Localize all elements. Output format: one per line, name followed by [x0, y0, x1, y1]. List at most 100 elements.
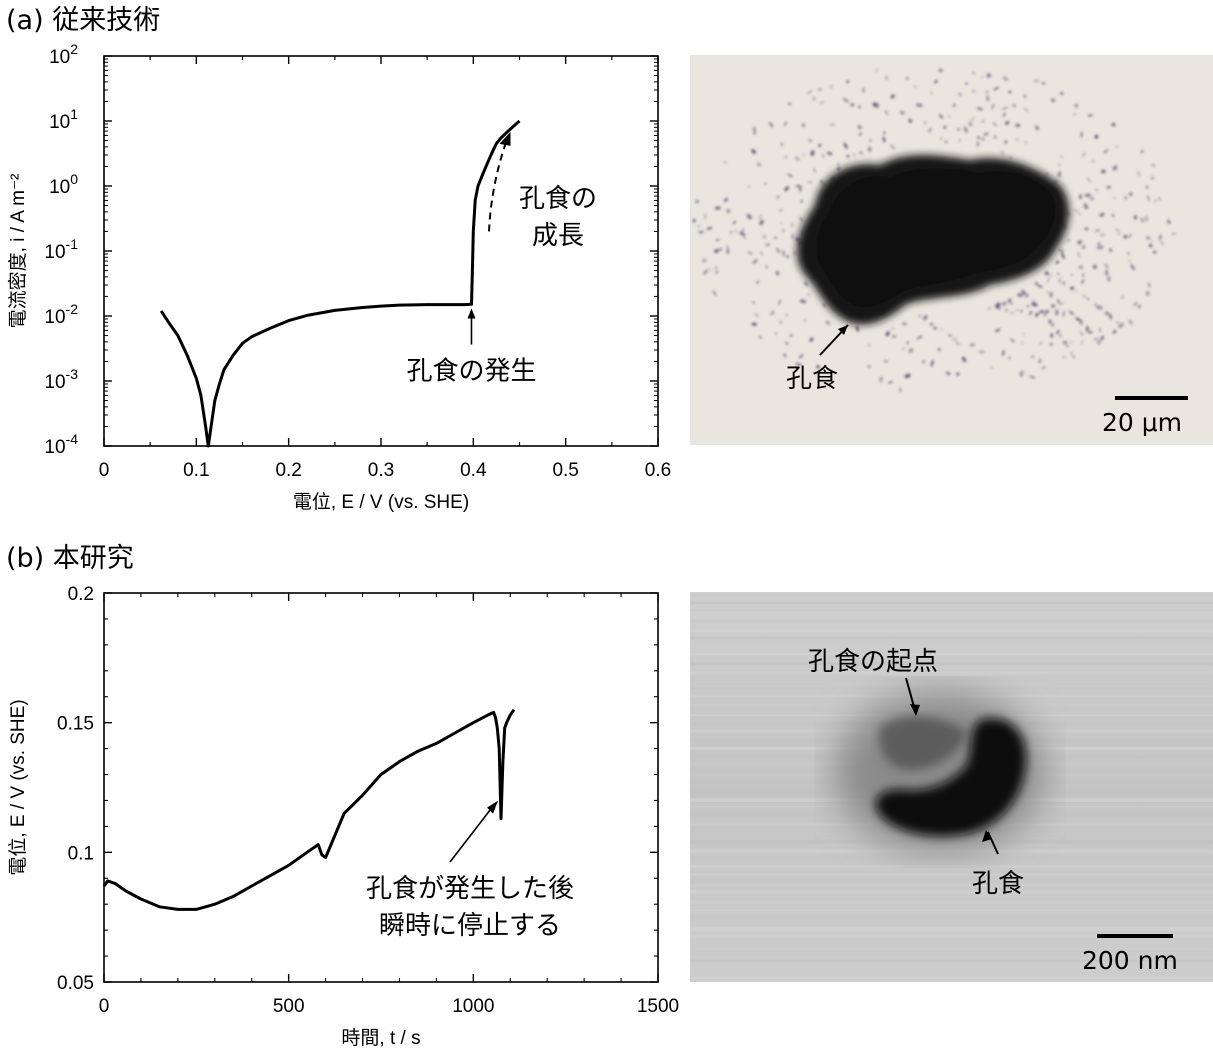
corrosion-spot: [802, 154, 805, 157]
corrosion-spot: [1061, 252, 1065, 260]
corrosion-spot: [782, 250, 785, 257]
corrosion-spot: [868, 344, 871, 347]
corrosion-spot: [901, 322, 908, 326]
corrosion-spot: [1012, 103, 1017, 108]
corrosion-spot: [704, 213, 707, 221]
corrosion-spot: [933, 326, 938, 330]
chart-a-onset-label: 孔食の発生: [406, 357, 536, 387]
corrosion-spot: [983, 132, 989, 136]
corrosion-spot: [842, 97, 849, 103]
corrosion-spot: [770, 310, 775, 316]
corrosion-spot: [885, 75, 889, 81]
corrosion-spot: [1105, 311, 1109, 316]
corrosion-spot: [813, 168, 816, 173]
corrosion-spot: [915, 103, 923, 108]
chart-a-growth-label-line: 孔食の: [519, 184, 597, 214]
sem-streak: [690, 927, 1213, 932]
corrosion-spot: [908, 348, 914, 353]
corrosion-spot: [929, 322, 934, 326]
sem-pit-label: 孔食: [972, 869, 1024, 899]
corrosion-spot: [1070, 286, 1075, 290]
panel-b-title: (b) 本研究: [6, 543, 134, 574]
corrosion-spot: [1050, 98, 1056, 103]
chart-b-ytick-label: 0.2: [68, 584, 94, 605]
corrosion-spot: [1058, 278, 1061, 283]
corrosion-spot: [1094, 302, 1098, 307]
corrosion-spot: [802, 123, 805, 127]
corrosion-spot: [939, 114, 944, 119]
corrosion-spot: [914, 85, 917, 89]
chart-b-xtick-label: 0: [99, 996, 110, 1017]
corrosion-spot: [1097, 340, 1101, 345]
corrosion-spot: [1105, 269, 1109, 276]
sem-streak: [690, 873, 1213, 876]
corrosion-spot: [783, 121, 787, 127]
corrosion-spot: [818, 88, 822, 91]
sem-streak: [690, 900, 1213, 905]
corrosion-spot: [948, 334, 952, 337]
corrosion-spot: [754, 313, 760, 317]
sem-streak: [690, 856, 1213, 860]
chart-b-stop-arrowhead: [487, 800, 499, 814]
corrosion-spot: [743, 236, 746, 239]
corrosion-spot: [1019, 370, 1025, 374]
corrosion-spot: [757, 162, 762, 167]
corrosion-spot: [938, 68, 943, 73]
corrosion-spot: [962, 356, 967, 363]
corrosion-spot: [1109, 313, 1112, 320]
corrosion-spot: [695, 199, 700, 204]
corrosion-spot: [741, 228, 745, 233]
corrosion-spot: [1133, 214, 1138, 220]
corrosion-spot: [692, 218, 696, 223]
corrosion-spot: [837, 167, 841, 171]
corrosion-spot: [1062, 310, 1065, 318]
corrosion-spot: [795, 362, 802, 366]
corrosion-spot: [1093, 337, 1100, 341]
corrosion-spot: [1084, 193, 1092, 197]
corrosion-spot: [703, 269, 708, 275]
corrosion-spot: [1171, 232, 1177, 235]
corrosion-spot: [787, 173, 794, 178]
sem-pit-shallow: [879, 716, 968, 771]
corrosion-spot: [1140, 217, 1144, 223]
corrosion-spot: [790, 222, 794, 228]
corrosion-spot: [1000, 150, 1005, 156]
chart-b-ylabel: 電位, E / V (vs. SHE): [7, 699, 29, 875]
corrosion-spot: [765, 243, 771, 246]
corrosion-spot: [1047, 319, 1053, 325]
corrosion-spot: [712, 290, 717, 297]
sem-streak: [690, 951, 1213, 955]
corrosion-spot: [807, 181, 813, 184]
chart-a-growth-label-line: 成長: [532, 221, 584, 251]
corrosion-spot: [991, 103, 995, 110]
sem-streak: [690, 915, 1213, 920]
chart-a-ytick-label: 102: [49, 41, 78, 68]
corrosion-spot: [1034, 282, 1038, 285]
corrosion-spot: [905, 76, 909, 80]
corrosion-spot: [1011, 302, 1013, 305]
corrosion-spot: [1023, 94, 1026, 99]
corrosion-spot: [758, 216, 762, 222]
corrosion-spot: [1060, 155, 1063, 158]
corrosion-spot: [947, 115, 951, 118]
corrosion-spot: [985, 95, 990, 102]
corrosion-spot: [888, 381, 893, 384]
corrosion-spot: [1095, 188, 1099, 192]
corrosion-spot: [756, 281, 760, 284]
sem-pit-shape: [875, 718, 1027, 837]
corrosion-spot: [1124, 196, 1127, 200]
corrosion-spot: [930, 359, 934, 367]
corrosion-spot: [752, 126, 757, 134]
corrosion-spot: [789, 333, 794, 338]
corrosion-spot: [724, 161, 727, 164]
corrosion-spot: [940, 328, 943, 331]
corrosion-spot: [1083, 203, 1089, 210]
corrosion-spot: [1060, 91, 1064, 95]
corrosion-spot: [1041, 366, 1046, 370]
corrosion-spot: [1034, 303, 1038, 307]
corrosion-spot: [812, 96, 816, 101]
corrosion-spot: [747, 185, 751, 188]
corrosion-spot: [862, 86, 865, 94]
corrosion-spot: [1100, 335, 1105, 341]
corrosion-spot: [1015, 138, 1019, 141]
